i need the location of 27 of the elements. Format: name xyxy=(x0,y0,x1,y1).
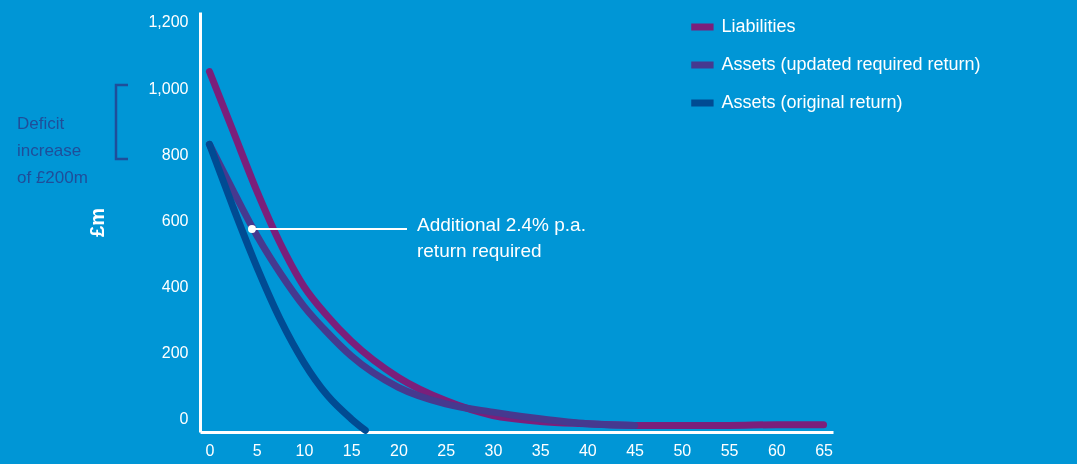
x-tick-label: 10 xyxy=(295,441,314,459)
y-tick-label: 0 xyxy=(179,410,189,428)
x-tick-label: 5 xyxy=(252,441,262,459)
x-tick-label: 20 xyxy=(390,441,408,459)
x-tick-label: 40 xyxy=(578,441,597,459)
x-tick-label: 45 xyxy=(626,441,645,459)
y-tick-label: 400 xyxy=(161,277,189,295)
x-tick-label: 25 xyxy=(437,441,456,459)
x-tick-label: 35 xyxy=(531,441,550,459)
y-tick-label: 600 xyxy=(161,211,189,229)
y-tick-label: 800 xyxy=(161,145,189,163)
x-tick-label: 55 xyxy=(720,441,739,459)
y-tick-label: 1,200 xyxy=(148,13,189,31)
y-tick-label: 1,000 xyxy=(148,79,189,97)
x-tick-label: 30 xyxy=(484,441,503,459)
x-tick-label: 65 xyxy=(815,441,834,459)
legend-label: Liabilities xyxy=(721,16,796,36)
legend-label: Assets (original return) xyxy=(721,92,903,112)
annotation: Additional 2.4% p.a. return required xyxy=(416,213,586,261)
x-tick-label: 15 xyxy=(342,441,361,459)
x-tick-label: 50 xyxy=(673,441,692,459)
x-tick-label: 0 xyxy=(205,441,215,459)
y-tick-label: 200 xyxy=(161,344,189,362)
y-axis-title: £m xyxy=(86,208,109,237)
x-tick-label: 60 xyxy=(767,441,786,459)
text: Deficit increase of £200m xyxy=(17,114,88,187)
legend-label: Assets (updated required return) xyxy=(721,54,981,74)
